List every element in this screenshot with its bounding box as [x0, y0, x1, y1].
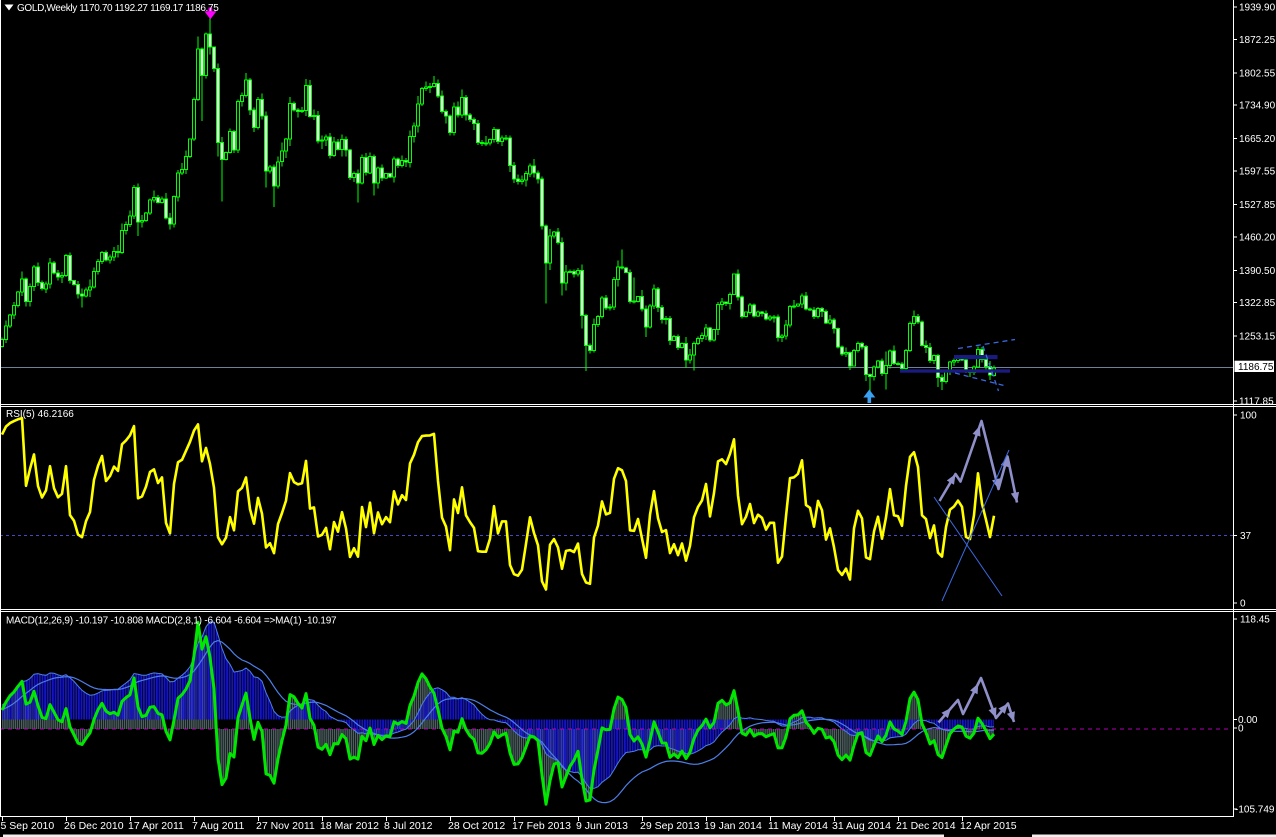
svg-text:37: 37	[1240, 531, 1252, 542]
svg-text:17 Feb 2013: 17 Feb 2013	[512, 820, 571, 832]
svg-text:1186.75: 1186.75	[1238, 362, 1274, 373]
svg-text:27 Nov 2011: 27 Nov 2011	[256, 820, 315, 832]
svg-text:MACD(12,26,9) -10.197 -10.808: MACD(12,26,9) -10.197 -10.808 MACD(2,8,1…	[6, 616, 337, 627]
svg-text:1939.90: 1939.90	[1239, 3, 1276, 14]
svg-text:1872.25: 1872.25	[1239, 35, 1276, 46]
svg-text:31 Aug 2014: 31 Aug 2014	[832, 820, 891, 832]
svg-text:28 Oct 2012: 28 Oct 2012	[448, 820, 505, 832]
svg-text:1665.20: 1665.20	[1239, 134, 1276, 145]
svg-text:19 Jan 2014: 19 Jan 2014	[704, 820, 762, 832]
svg-text:1390.50: 1390.50	[1239, 266, 1276, 277]
svg-text:118.45: 118.45	[1240, 615, 1270, 626]
svg-text:1527.85: 1527.85	[1239, 200, 1276, 211]
svg-text:11 May 2014: 11 May 2014	[768, 820, 828, 832]
svg-text:0.00: 0.00	[1238, 715, 1258, 726]
svg-text:1117.85: 1117.85	[1239, 397, 1274, 408]
svg-text:100: 100	[1240, 411, 1257, 422]
svg-text:12 Apr 2015: 12 Apr 2015	[960, 820, 1017, 832]
svg-text:GOLD,Weekly 1170.70 1192.27 1: GOLD,Weekly 1170.70 1192.27 1169.17 1186…	[17, 3, 219, 14]
svg-text:9 Jun 2013: 9 Jun 2013	[576, 820, 628, 832]
svg-text:0: 0	[1238, 724, 1244, 735]
svg-text:0: 0	[1240, 599, 1246, 610]
svg-text:21 Dec 2014: 21 Dec 2014	[896, 820, 956, 832]
svg-text:1253.15: 1253.15	[1239, 332, 1276, 343]
svg-text:17 Apr 2011: 17 Apr 2011	[128, 820, 184, 832]
svg-text:5 Sep 2010: 5 Sep 2010	[1, 820, 55, 832]
svg-text:7 Aug 2011: 7 Aug 2011	[192, 820, 245, 832]
svg-text:1802.55: 1802.55	[1239, 68, 1276, 79]
svg-text:-105.749: -105.749	[1235, 805, 1275, 816]
svg-text:29 Sep 2013: 29 Sep 2013	[640, 820, 700, 832]
svg-text:18 Mar 2012: 18 Mar 2012	[320, 820, 379, 832]
svg-text:1734.90: 1734.90	[1239, 101, 1276, 112]
svg-text:26 Dec 2010: 26 Dec 2010	[64, 820, 124, 832]
svg-text:1322.85: 1322.85	[1239, 298, 1276, 309]
svg-text:RSI(5) 46.2166: RSI(5) 46.2166	[6, 409, 74, 420]
svg-text:8 Jul 2012: 8 Jul 2012	[384, 820, 433, 832]
svg-text:1460.20: 1460.20	[1239, 232, 1276, 243]
svg-text:1597.55: 1597.55	[1239, 167, 1276, 178]
